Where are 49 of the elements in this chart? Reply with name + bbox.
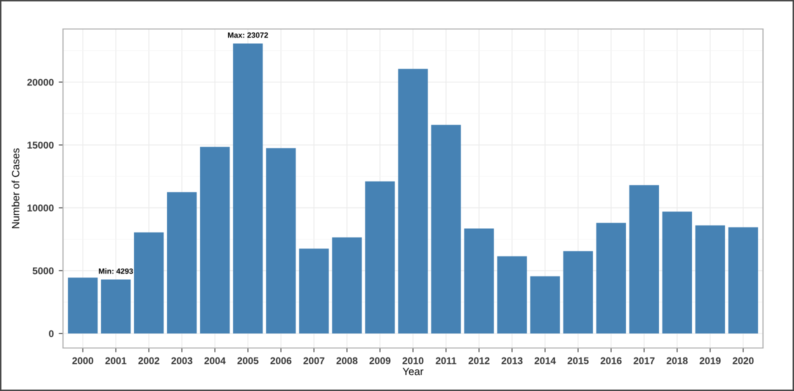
x-tick-label: 2020 [732,357,754,364]
x-tick-label: 2010 [402,357,424,364]
x-tick-label: 2011 [436,357,456,364]
y-tick-label: 5000 [32,267,54,274]
x-tick-label: 2004 [204,357,226,364]
bar [332,237,362,334]
x-tick-label: 2009 [370,357,390,364]
x-tick-label: 2003 [171,357,192,364]
x-tick-label: 2006 [270,357,292,364]
x-tick-label: 2007 [303,357,324,364]
x-tick-label: 2015 [568,357,589,364]
x-tick-label: 2008 [336,357,358,364]
bar [497,256,527,334]
bar [464,228,494,334]
bar [695,225,726,334]
bar [530,276,560,334]
bar [68,278,98,334]
bar [629,185,659,334]
x-tick-label: 2001 [105,357,126,364]
bar [167,192,197,334]
x-tick-label: 2005 [237,357,258,364]
x-tick-label: 2002 [138,357,160,364]
bar [100,280,131,334]
x-tick-label: 2018 [666,357,688,364]
bar [563,251,593,334]
x-tick-label: 2000 [72,357,94,364]
y-tick-label: 0 [48,330,54,338]
y-tick-label: 15000 [28,142,54,149]
y-axis-title: Number of Cases [12,148,20,228]
bar [266,148,296,334]
bar [596,222,626,334]
x-tick-label: 2012 [468,357,490,364]
bar [299,248,329,334]
bar [431,124,461,334]
x-tick-label: 2017 [634,357,655,364]
x-tick-label: 2013 [502,357,523,364]
x-axis-title: Year [402,368,424,376]
bar [662,212,692,334]
bar [365,181,395,334]
bar [134,232,164,334]
bar [200,146,230,334]
x-tick-label: 2016 [600,357,622,364]
bar [728,227,758,334]
bar [233,44,263,334]
y-tick-label: 20000 [27,78,54,86]
x-tick-label: 2014 [534,357,556,364]
bar [398,68,428,334]
y-tick-label: 10000 [28,204,54,212]
x-tick-label: 2019 [700,357,721,364]
